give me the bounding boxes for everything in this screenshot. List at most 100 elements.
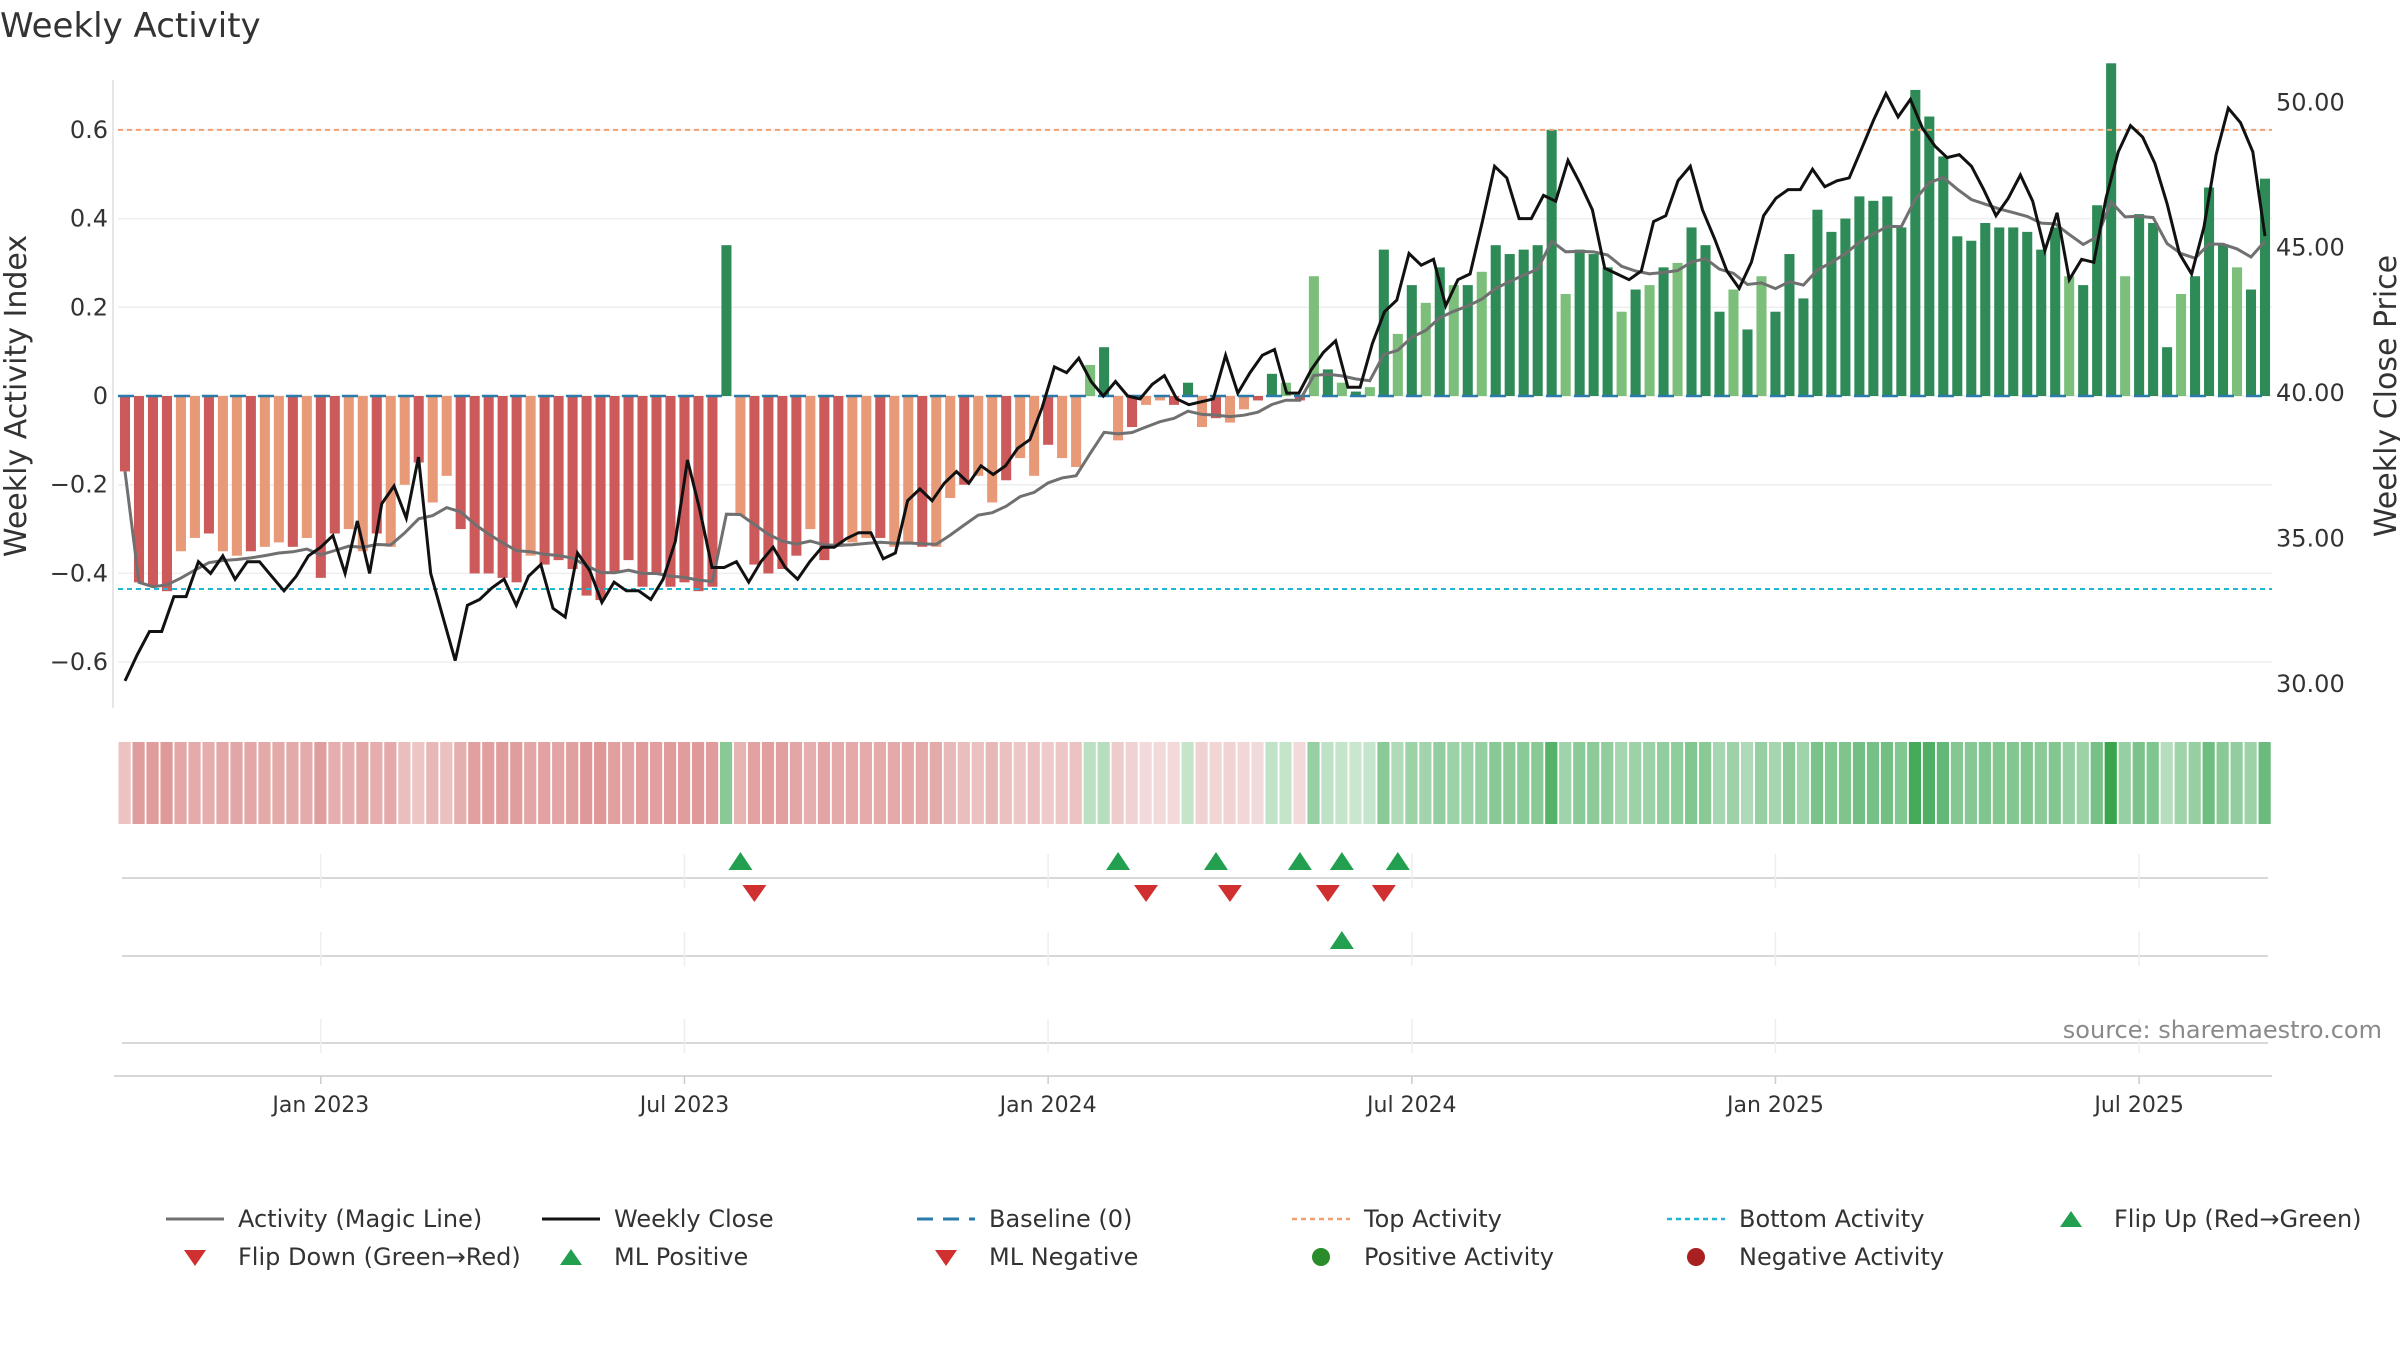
activity-bar [1980, 223, 1991, 396]
heat-strip-cell [300, 742, 313, 824]
activity-bar [595, 396, 606, 601]
heat-strip-cell [1223, 742, 1236, 824]
heat-strip-cell [1573, 742, 1586, 824]
heat-strip-cell [1810, 742, 1824, 824]
heat-strip-cell [552, 742, 565, 824]
flip-down-marker [742, 885, 767, 902]
heat-strip-cell [1796, 742, 1810, 824]
heat-strip-cell [1391, 742, 1404, 824]
heat-strip-cell [1545, 742, 1558, 824]
heat-strip-cell [2244, 742, 2257, 824]
activity-bar [945, 396, 956, 499]
x-tick-label: Jul 2023 [638, 1093, 730, 1118]
heat-strip-cell [1111, 742, 1124, 824]
heat-strip-cell [146, 742, 159, 824]
activity-bar [749, 396, 760, 565]
heat-strip-cell [677, 742, 691, 824]
heat-strip-cell [1782, 742, 1796, 824]
legend-weekly-close: Weekly Close [540, 1205, 774, 1233]
heat-strip-cell [636, 742, 649, 824]
activity-bar [1602, 267, 1613, 396]
activity-bar [567, 396, 578, 569]
activity-bar [1434, 267, 1445, 396]
y-tick-label: 0.4 [70, 205, 108, 233]
heat-strip-cell [1419, 742, 1432, 824]
legend-swatch-bottom-activity [1665, 1207, 1727, 1231]
activity-bar [245, 396, 256, 552]
activity-bar [2106, 63, 2117, 397]
activity-bar [987, 396, 998, 503]
flip-down-marker [1315, 885, 1340, 902]
heat-strip-cell [1768, 742, 1782, 824]
legend-top-activity: Top Activity [1290, 1205, 1502, 1233]
heat-strip-cell [1992, 742, 2005, 824]
heat-strip-cell [1922, 742, 1936, 824]
heat-strip-cell [985, 742, 998, 824]
heat-strip-cell [384, 742, 397, 824]
heat-strip-cell [1950, 742, 1963, 824]
activity-bar [1882, 196, 1893, 396]
y-tick-label: 0.2 [70, 293, 108, 321]
heat-strip-cell [1908, 742, 1922, 824]
heat-strip-cell [2160, 742, 2173, 824]
activity-bar [2176, 293, 2187, 396]
activity-bar [1476, 271, 1487, 396]
activity-bar [1728, 289, 1739, 396]
activity-bar [147, 396, 159, 587]
flip-up-marker [1287, 852, 1312, 870]
activity-bar [1266, 373, 1277, 396]
activity-bar [763, 396, 774, 574]
activity-bar [1686, 227, 1697, 396]
heat-strip-cell [1936, 742, 1949, 824]
heat-strip-cell [845, 742, 859, 824]
activity-bar [889, 396, 900, 547]
heat-strip-cell [887, 742, 900, 824]
x-tick-label: Jul 2025 [2092, 1093, 2184, 1118]
heat-strip-cell [118, 742, 131, 824]
flip-down-marker [1134, 885, 1159, 902]
heat-strip-cell [747, 742, 761, 824]
heat-strip-cell [2020, 742, 2033, 824]
legend-label-bottom-activity: Bottom Activity [1739, 1205, 1925, 1233]
flip-up-marker [1106, 852, 1131, 870]
legend-label-ml-positive: ML Positive [614, 1243, 749, 1271]
heat-strip-cell [1167, 742, 1180, 824]
activity-bar [1224, 396, 1236, 423]
heat-strip-cell [971, 742, 984, 824]
heat-strip-cell [943, 742, 956, 824]
activity-bar [581, 396, 592, 596]
heat-strip-cell [538, 742, 551, 824]
activity-bar [2008, 227, 2019, 396]
flip-down-legend-icon [164, 1245, 226, 1269]
activity-bar [1154, 396, 1166, 401]
activity-bar [665, 396, 676, 587]
activity-bar [1071, 396, 1082, 467]
activity-bar [1854, 196, 1865, 396]
activity-bar [1952, 236, 1963, 396]
activity-bar [2092, 205, 2103, 396]
heat-strip-cell [1880, 742, 1894, 824]
heat-strip-cell [999, 742, 1012, 824]
activity-bar [371, 396, 382, 534]
activity-bar [1252, 396, 1263, 401]
heat-strip-cell [1447, 742, 1460, 824]
activity-bar [2231, 267, 2243, 396]
activity-bar [2120, 276, 2131, 396]
legend-label-weekly-close: Weekly Close [614, 1205, 774, 1233]
y2-tick-label: 30.00 [2276, 670, 2345, 698]
heat-strip-cell [314, 742, 327, 824]
heat-strip-cell [2104, 742, 2117, 824]
activity-bar [1672, 262, 1683, 396]
activity-bar [693, 396, 704, 592]
legend-swatch-baseline [915, 1207, 977, 1231]
legend-bottom-activity: Bottom Activity [1665, 1205, 1924, 1233]
heat-strip-cell [719, 742, 733, 824]
activity-bar [315, 396, 326, 578]
heat-strip-cell [426, 742, 439, 824]
heat-strip-cell [1097, 742, 1110, 824]
activity-bar [1392, 333, 1403, 396]
heat-strip-cell [1139, 742, 1152, 824]
heat-strip-cell [1279, 742, 1292, 824]
activity-bar [2148, 223, 2159, 396]
legend-magic-line: Activity (Magic Line) [164, 1205, 482, 1233]
